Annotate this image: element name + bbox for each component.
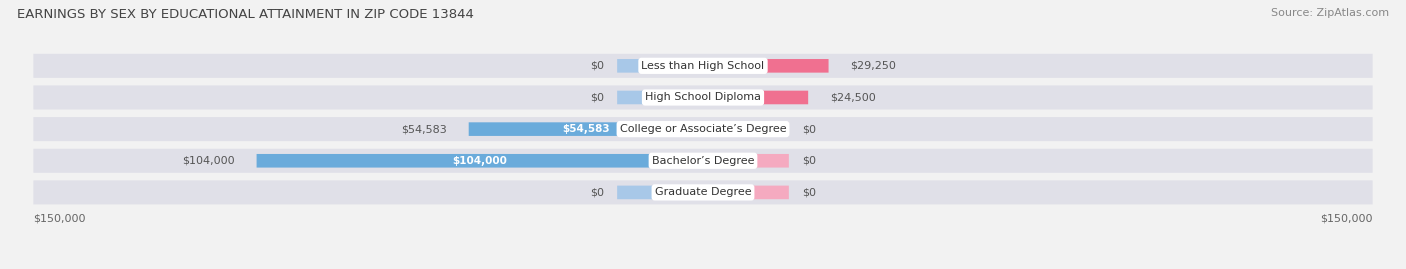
FancyBboxPatch shape: [34, 180, 1372, 204]
FancyBboxPatch shape: [468, 122, 703, 136]
FancyBboxPatch shape: [617, 186, 703, 199]
FancyBboxPatch shape: [617, 59, 703, 73]
Text: College or Associate’s Degree: College or Associate’s Degree: [620, 124, 786, 134]
FancyBboxPatch shape: [34, 149, 1372, 173]
Text: Graduate Degree: Graduate Degree: [655, 187, 751, 197]
FancyBboxPatch shape: [34, 86, 1372, 109]
FancyBboxPatch shape: [256, 154, 703, 168]
Text: $0: $0: [801, 156, 815, 166]
Text: $0: $0: [801, 187, 815, 197]
Text: $0: $0: [801, 124, 815, 134]
FancyBboxPatch shape: [703, 154, 789, 168]
FancyBboxPatch shape: [34, 117, 1372, 141]
FancyBboxPatch shape: [703, 122, 789, 136]
Text: $0: $0: [591, 93, 605, 102]
FancyBboxPatch shape: [703, 186, 789, 199]
Text: $54,583: $54,583: [402, 124, 447, 134]
FancyBboxPatch shape: [703, 91, 808, 104]
Text: $0: $0: [591, 61, 605, 71]
FancyBboxPatch shape: [703, 59, 828, 73]
FancyBboxPatch shape: [34, 54, 1372, 78]
Text: EARNINGS BY SEX BY EDUCATIONAL ATTAINMENT IN ZIP CODE 13844: EARNINGS BY SEX BY EDUCATIONAL ATTAINMEN…: [17, 8, 474, 21]
Text: Less than High School: Less than High School: [641, 61, 765, 71]
FancyBboxPatch shape: [617, 91, 703, 104]
Text: $0: $0: [591, 187, 605, 197]
Text: Source: ZipAtlas.com: Source: ZipAtlas.com: [1271, 8, 1389, 18]
Text: $104,000: $104,000: [453, 156, 508, 166]
Text: High School Diploma: High School Diploma: [645, 93, 761, 102]
Text: Bachelor’s Degree: Bachelor’s Degree: [652, 156, 754, 166]
Text: $24,500: $24,500: [830, 93, 876, 102]
Text: $104,000: $104,000: [183, 156, 235, 166]
Text: $54,583: $54,583: [562, 124, 610, 134]
Text: $29,250: $29,250: [851, 61, 896, 71]
